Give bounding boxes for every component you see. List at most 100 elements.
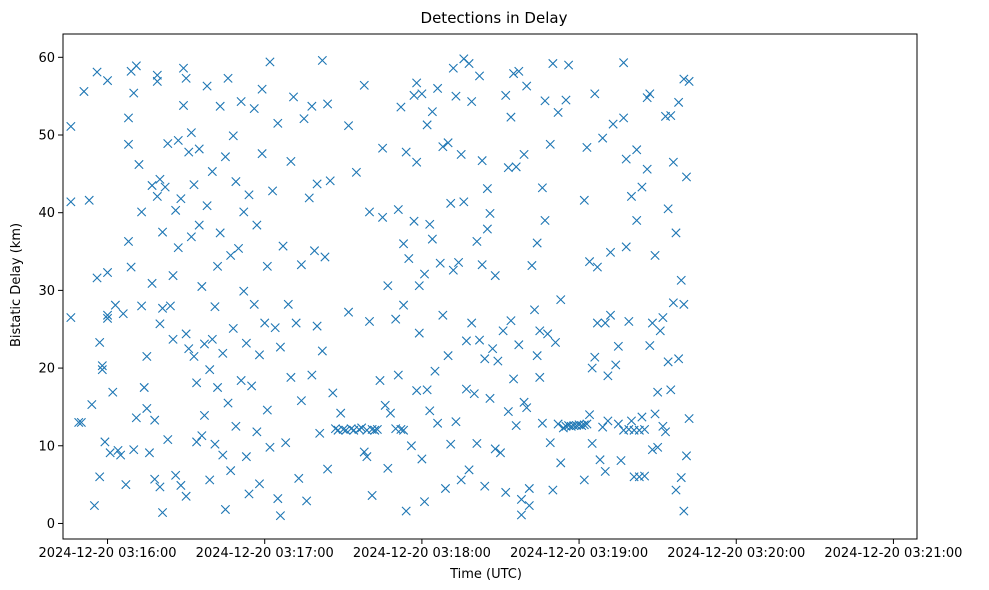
data-point [666, 110, 676, 121]
data-point [102, 76, 113, 86]
data-point [650, 409, 660, 419]
data-point [97, 361, 107, 371]
data-point [223, 398, 233, 408]
data-point [296, 260, 306, 270]
data-point [681, 172, 692, 182]
data-point [328, 388, 338, 398]
data-point [553, 107, 563, 118]
data-point [671, 228, 681, 238]
data-point [160, 182, 170, 192]
data-point [550, 337, 561, 348]
data-point [404, 253, 414, 264]
data-point [592, 262, 602, 272]
data-point [186, 128, 196, 138]
data-point [233, 243, 244, 254]
data-point [506, 112, 516, 122]
data-point [464, 465, 474, 475]
data-point [522, 403, 532, 413]
data-point [113, 445, 123, 456]
data-point [674, 97, 684, 107]
y-tick-label: 0 [47, 517, 55, 532]
data-point [412, 157, 422, 167]
data-point [579, 475, 589, 485]
data-point [129, 445, 139, 455]
data-point [501, 487, 511, 497]
data-point [621, 154, 631, 164]
data-point [286, 156, 296, 167]
data-point [265, 57, 275, 67]
data-point [199, 410, 210, 421]
data-point [679, 74, 689, 84]
data-point [645, 89, 655, 99]
data-point [76, 417, 86, 428]
data-point [92, 67, 102, 77]
y-tick-label: 40 [38, 206, 55, 221]
data-point [320, 252, 330, 262]
data-point [453, 257, 464, 268]
data-point [370, 425, 380, 435]
y-axis-label: Bistatic Delay (km) [9, 223, 24, 347]
data-point [474, 71, 485, 81]
data-point [212, 382, 223, 393]
data-point [249, 103, 259, 114]
data-point [92, 273, 102, 283]
data-point [642, 93, 652, 103]
data-point [322, 99, 333, 109]
data-point [220, 504, 231, 515]
data-point [674, 354, 684, 364]
data-point [584, 257, 595, 267]
data-point [443, 138, 453, 148]
data-point [396, 102, 406, 112]
data-point [362, 452, 372, 462]
data-point [577, 420, 587, 431]
data-point [84, 195, 94, 205]
data-point [498, 326, 508, 336]
data-point [194, 220, 204, 230]
data-point [600, 318, 610, 328]
data-point [341, 425, 351, 435]
data-point [425, 406, 435, 416]
data-point [422, 385, 432, 395]
data-point [535, 326, 545, 336]
data-point [108, 387, 118, 397]
data-point [446, 198, 456, 208]
data-point [150, 415, 160, 425]
data-point [168, 334, 178, 344]
data-point [427, 234, 437, 244]
data-point [123, 236, 134, 247]
data-point [375, 375, 385, 386]
data-point [247, 381, 257, 391]
data-point [587, 438, 597, 449]
data-point [252, 220, 262, 230]
data-point [194, 144, 204, 154]
data-point [482, 224, 492, 234]
data-point [152, 191, 162, 201]
data-point [157, 303, 168, 313]
data-point [181, 491, 191, 501]
data-point [522, 81, 532, 91]
data-point [181, 329, 191, 339]
data-point [317, 346, 327, 356]
y-tick-label: 20 [38, 362, 55, 377]
data-point [501, 90, 511, 100]
data-point [668, 298, 678, 308]
data-point [684, 76, 694, 86]
data-point [325, 176, 335, 186]
x-tick-label: 2024-12-20 03:18:00 [353, 546, 491, 561]
data-point [123, 139, 134, 149]
data-point [220, 152, 231, 162]
data-point [205, 365, 215, 375]
data-point [312, 321, 322, 331]
data-point [97, 365, 107, 375]
plot-area: 2024-12-20 03:16:00 2024-12-20 03:17:00 20… [38, 33, 962, 561]
data-point [543, 329, 553, 339]
data-point [671, 485, 681, 495]
data-point [131, 413, 141, 423]
data-point [527, 260, 537, 271]
data-point [357, 423, 367, 433]
data-point [624, 316, 634, 327]
data-point [249, 299, 259, 309]
data-point [459, 197, 469, 207]
data-point [511, 420, 521, 431]
